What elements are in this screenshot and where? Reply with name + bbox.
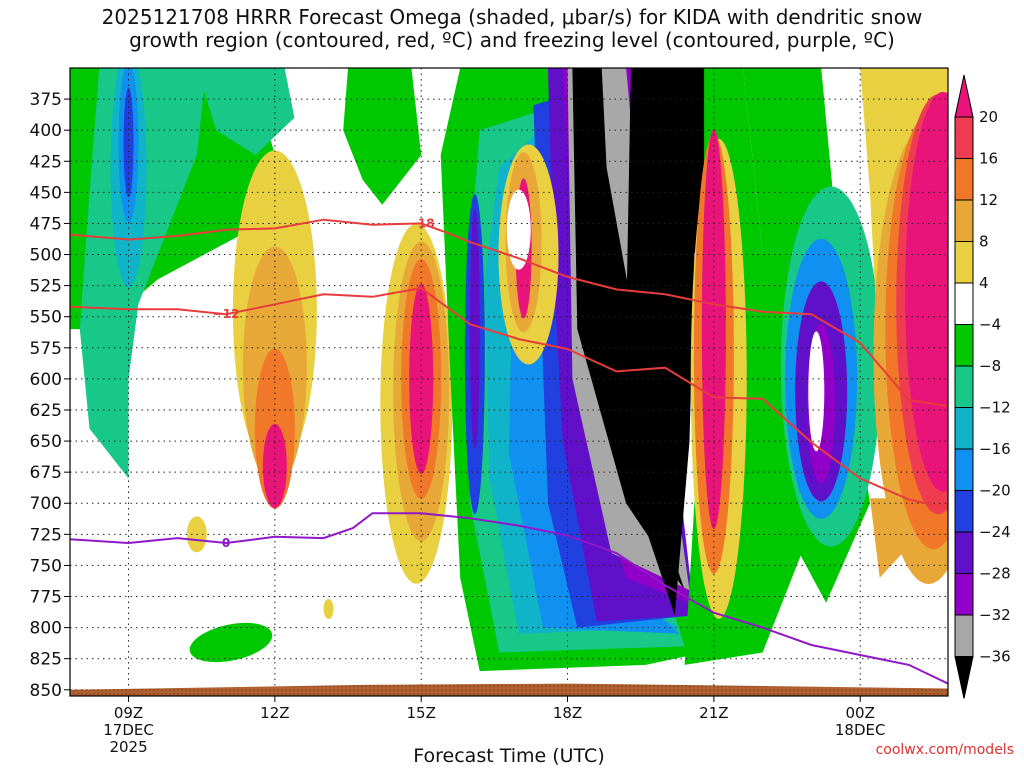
omega-shading	[70, 68, 948, 672]
colorbar-tick-label: −8	[979, 357, 1001, 375]
terrain	[70, 683, 948, 696]
colorbar-tick-label: −20	[979, 482, 1011, 500]
colorbar-swatch	[954, 614, 974, 657]
colorbar-tick-label: −32	[979, 606, 1011, 624]
colorbar-tick-label: 20	[979, 108, 998, 126]
y-tick-label: 600	[30, 370, 62, 390]
colorbar-tick-label: −16	[979, 440, 1011, 458]
omega-area-descent-magenta-15z	[409, 283, 434, 474]
y-tick-label: 575	[30, 339, 62, 359]
y-tick-label: 550	[30, 308, 62, 328]
y-tick-label: 400	[30, 121, 62, 141]
y-tick-label: 500	[30, 246, 62, 266]
colorbar-swatch	[954, 199, 974, 242]
omega-area-ascent-blue-left	[123, 87, 134, 198]
y-tick-label: 375	[30, 90, 62, 110]
y-tick-label: 450	[30, 183, 62, 203]
x-axis-label: Forecast Time (UTC)	[413, 745, 604, 767]
chart-title-line-2: growth region (contoured, red, ºC) and f…	[129, 28, 895, 52]
y-axis: 375 400 425 450 475 500 525 550 575 600 625 650 675 7…	[30, 90, 70, 701]
colorbar-swatch	[954, 116, 974, 159]
x-tick-label: 17DEC	[103, 721, 154, 739]
colorbar-tick-label: −24	[979, 523, 1011, 541]
y-tick-label: 650	[30, 432, 62, 452]
colorbar-tick-label: −36	[979, 648, 1011, 666]
chart-title-line-1: 2025121708 HRRR Forecast Omega (shaded, …	[101, 5, 923, 29]
contour-line-2	[70, 512, 948, 685]
colorbar-swatch-top	[954, 74, 974, 118]
x-tick-label: 09Z	[114, 704, 143, 722]
omega-area-ascent-green-low	[189, 622, 273, 663]
omega-area-descent-magenta-12z	[262, 423, 287, 508]
colorbar-swatch	[954, 407, 974, 450]
contour-label-0: −18	[408, 216, 435, 230]
temperature-contours: −18 −12 0	[70, 216, 948, 685]
colorbar-swatch	[954, 448, 974, 491]
omega-area-ascent-teal-top	[196, 68, 295, 155]
y-tick-label: 700	[30, 494, 62, 514]
y-tick-label: 625	[30, 401, 62, 421]
omega-area-ascent-purple-16z	[469, 209, 480, 450]
x-tick-label: 18DEC	[835, 721, 886, 739]
colorbar: 20 16 12 8 4 −4 −8 −12 −16 −20 −24 −28 −32 −36	[954, 74, 1011, 699]
colorbar-swatch-bottom	[954, 656, 974, 699]
x-tick-label: 12Z	[260, 704, 289, 722]
x-tick-label: 00Z	[846, 704, 875, 722]
omega-area-descent-yellow-tiny	[323, 598, 334, 619]
y-tick-label: 525	[30, 277, 62, 297]
colorbar-tick-label: 16	[979, 150, 998, 168]
colorbar-swatch	[954, 158, 974, 201]
plot-frame	[69, 67, 949, 697]
colorbar-tick-label: −12	[979, 399, 1011, 417]
y-tick-label: 850	[30, 681, 62, 701]
y-tick-label: 425	[30, 152, 62, 172]
y-tick-label: 675	[30, 463, 62, 483]
y-tick-label: 775	[30, 588, 62, 608]
colorbar-tick-label: 8	[979, 233, 989, 251]
y-tick-label: 725	[30, 525, 62, 545]
x-tick-label: 21Z	[699, 704, 728, 722]
colorbar-swatch	[954, 573, 974, 616]
colorbar-swatch	[954, 282, 974, 325]
contour-label-1: −12	[213, 307, 240, 321]
gridlines	[70, 68, 948, 696]
colorbar-tick-label: 12	[979, 191, 998, 209]
contour-line-0	[70, 218, 948, 408]
colorbar-swatch	[954, 365, 974, 408]
omega-area-ascent-black-20z	[626, 68, 734, 616]
omega-area-white-17z	[506, 189, 531, 270]
colorbar-tick-label: −4	[979, 316, 1001, 334]
x-tick-label: 18Z	[553, 704, 582, 722]
colorbar-swatch	[954, 324, 974, 367]
x-tick-label: 2025	[109, 738, 147, 756]
omega-area-ascent-green-top	[343, 68, 422, 205]
terrain-fill	[70, 683, 948, 696]
contour-line-1	[70, 287, 948, 510]
contour-label-2: 0	[222, 536, 230, 550]
chart-title: 2025121708 HRRR Forecast Omega (shaded, …	[0, 6, 1024, 52]
colorbar-swatch	[954, 490, 974, 533]
y-tick-label: 825	[30, 650, 62, 670]
credit-text: coolwx.com/models	[875, 742, 1014, 758]
y-tick-label: 800	[30, 619, 62, 639]
omega-area-descent-magenta-right	[905, 91, 948, 492]
colorbar-tick-label: −28	[979, 565, 1011, 583]
y-tick-label: 475	[30, 214, 62, 234]
colorbar-tick-label: 4	[979, 274, 989, 292]
omega-area-white-23z	[808, 331, 825, 452]
colorbar-swatch	[954, 241, 974, 284]
omega-area-descent-magenta-21z	[701, 129, 726, 530]
y-tick-label: 750	[30, 556, 62, 576]
colorbar-swatch	[954, 531, 974, 574]
x-tick-label: 15Z	[407, 704, 436, 722]
